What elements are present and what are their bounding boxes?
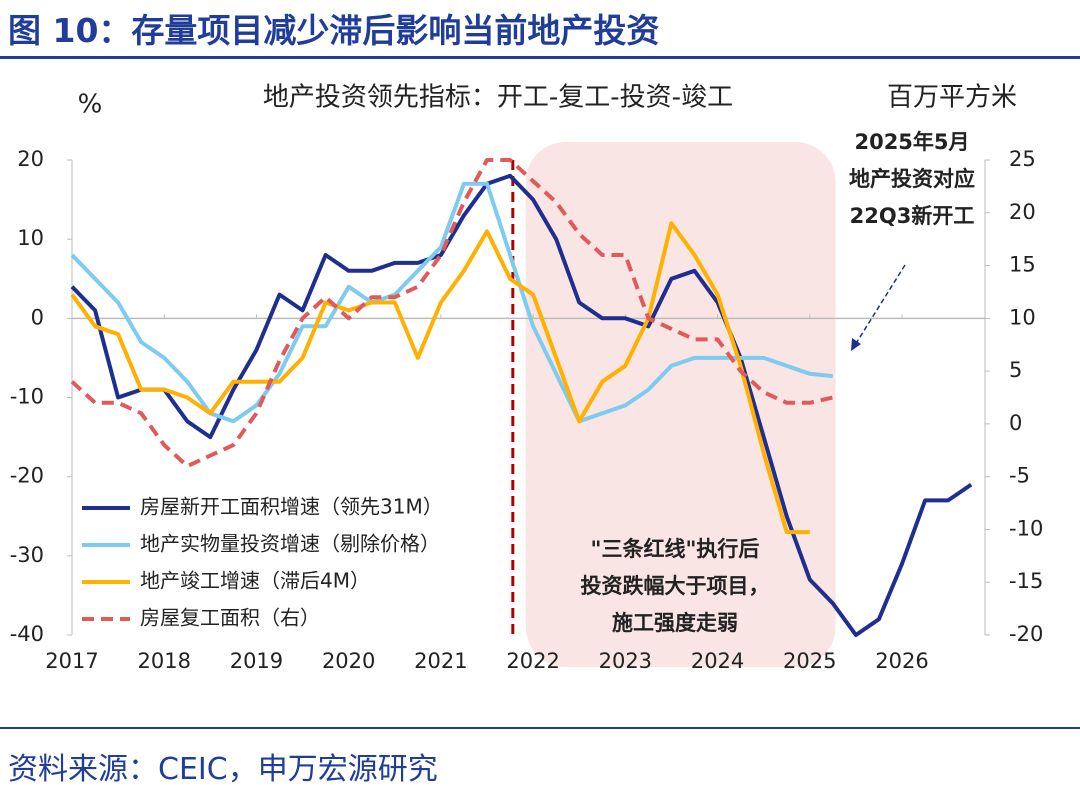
y-tick-label: 20 [17, 147, 44, 171]
y-tick-label: -30 [10, 543, 44, 567]
annotation: 施工强度走弱 [612, 611, 738, 635]
chart-subtitle: 地产投资领先指标：开工-复工-投资-竣工 [263, 83, 733, 113]
x-tick-label: 2019 [230, 649, 283, 673]
x-tick-label: 2017 [45, 649, 98, 673]
annotation: 2025年5月 [854, 130, 969, 154]
source-note: 资料来源：CEIC，申万宏源研究 [8, 752, 438, 787]
x-tick-label: 2021 [414, 649, 467, 673]
x-tick-label: 2026 [875, 649, 928, 673]
series-line [70, 181, 833, 424]
annotation: 22Q3新开工 [850, 204, 975, 228]
x-tick-label: 2018 [137, 649, 190, 673]
figure-title: 图 10：存量项目减少滞后影响当前地产投资 [8, 11, 660, 50]
series-line [70, 221, 810, 535]
y2-tick-label: -10 [1009, 516, 1043, 540]
y-tick-label: -40 [10, 622, 44, 646]
x-tick-label: 2025 [783, 649, 836, 673]
y2-tick-label: 20 [1009, 200, 1036, 224]
chart: 地产投资领先指标：开工-复工-投资-竣工 % 百万平方米 -40 -30 -20 -1… [10, 83, 1044, 674]
x-tick-label: 2022 [506, 649, 559, 673]
y-axis-label: % [78, 90, 103, 120]
legend-label: 房屋新开工面积增速（领先31M） [140, 495, 443, 519]
legend-label: 地产竣工增速（滞后4M） [140, 569, 370, 593]
y-tick-label: -10 [10, 385, 44, 409]
annotation: "三条红线"执行后 [591, 537, 760, 561]
header-rule [0, 56, 1080, 59]
arrow-head [851, 338, 861, 351]
y2-tick-label: -5 [1009, 464, 1030, 488]
legend-label: 房屋复工面积（右） [140, 606, 320, 630]
footer-rule [0, 727, 1080, 729]
y2-axis-label: 百万平方米 [887, 83, 1017, 113]
y-tick-label: 0 [31, 305, 44, 329]
annotation: 地产投资对应 [849, 167, 975, 191]
x-tick-label: 2020 [322, 649, 375, 673]
y2-tick-label: 25 [1009, 147, 1036, 171]
y2-tick-label: 5 [1009, 358, 1022, 382]
annotation-arrow [854, 264, 906, 346]
y2-tick-label: 0 [1009, 411, 1022, 435]
y-tick-label: -20 [10, 464, 44, 488]
series-line [70, 158, 834, 469]
annotation: 投资跌幅大于项目， [581, 574, 770, 598]
x-tick-label: 2023 [599, 649, 652, 673]
x-tick-label: 2024 [691, 649, 744, 673]
y-tick-label: 10 [17, 226, 44, 250]
shaded-period [525, 142, 836, 667]
y2-tick-label: -20 [1009, 622, 1043, 646]
y2-tick-label: -15 [1009, 569, 1043, 593]
y2-tick-label: 10 [1009, 305, 1036, 329]
legend-label: 地产实物量投资增速（剔除价格） [140, 532, 440, 556]
series-line [70, 173, 973, 637]
y2-tick-label: 15 [1009, 253, 1036, 277]
